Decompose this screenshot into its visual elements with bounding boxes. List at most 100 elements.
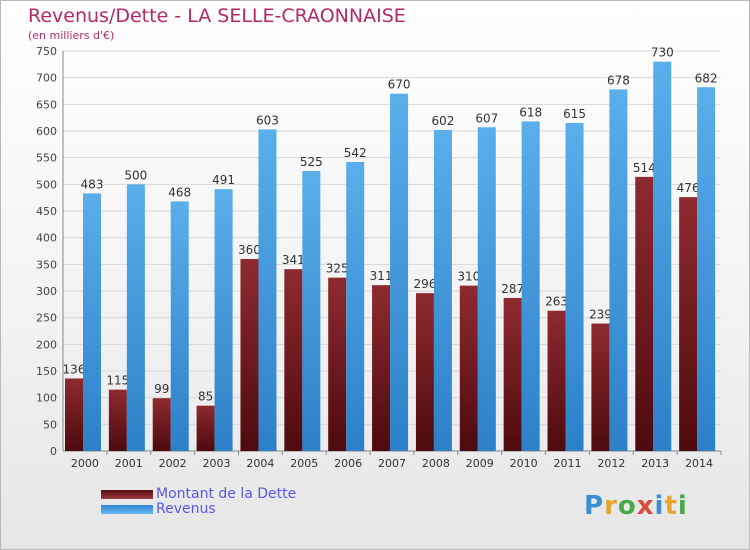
y-tick-label: 300 (36, 285, 57, 298)
data-label-revenus: 483 (81, 177, 104, 191)
bar-dette (152, 398, 171, 451)
data-label-revenus: 730 (651, 46, 674, 60)
data-label-revenus: 618 (519, 105, 542, 119)
data-label-dette: 325 (326, 262, 349, 276)
x-tick-label: 2012 (597, 457, 625, 470)
data-label-revenus: 468 (168, 185, 191, 199)
bar-dette (284, 269, 303, 451)
y-tick-label: 350 (36, 258, 57, 271)
data-label-dette: 360 (238, 243, 261, 257)
bar-dette (415, 293, 434, 451)
data-label-dette: 476 (677, 181, 700, 195)
bar-revenus (258, 129, 277, 451)
bar-dette (372, 285, 391, 451)
x-tick-label: 2014 (685, 457, 713, 470)
data-label-revenus: 500 (124, 168, 147, 182)
data-label-dette: 287 (501, 282, 524, 296)
y-tick-label: 750 (36, 45, 57, 58)
logo-letter: i (654, 491, 665, 521)
data-label-revenus: 615 (563, 107, 586, 121)
proxiti-logo: Proxiti (584, 491, 688, 521)
data-label-dette: 263 (545, 295, 568, 309)
bar-revenus (697, 87, 716, 452)
bar-dette (328, 277, 347, 451)
x-tick-label: 2007 (378, 457, 406, 470)
data-label-dette: 99 (154, 382, 169, 396)
x-tick-label: 2008 (422, 457, 450, 470)
bar-revenus (609, 89, 628, 452)
logo-letter: o (617, 491, 637, 521)
y-tick-label: 250 (36, 312, 57, 325)
logo-letter: t (664, 491, 678, 521)
bar-dette (547, 310, 566, 451)
data-label-dette: 239 (589, 308, 612, 322)
y-tick-label: 400 (36, 232, 57, 245)
data-label-revenus: 491 (212, 173, 235, 187)
data-label-revenus: 603 (256, 113, 279, 127)
bar-revenus (653, 61, 672, 452)
bar-dette (459, 285, 478, 451)
y-tick-label: 100 (36, 392, 57, 405)
data-label-revenus: 602 (431, 114, 454, 128)
data-label-dette: 136 (63, 362, 86, 376)
data-label-dette: 310 (457, 270, 480, 284)
bar-revenus (565, 123, 584, 451)
y-tick-label: 600 (36, 125, 57, 138)
data-label-dette: 115 (106, 374, 129, 388)
bar-revenus (433, 129, 452, 451)
legend-swatch-dette (101, 490, 153, 499)
y-tick-label: 450 (36, 205, 57, 218)
x-tick-label: 2005 (290, 457, 318, 470)
legend-label-dette: Montant de la Dette (156, 486, 297, 502)
data-label-dette: 311 (370, 269, 393, 283)
data-label-revenus: 678 (607, 73, 630, 87)
y-tick-label: 50 (43, 418, 57, 431)
x-tick-label: 2001 (115, 457, 143, 470)
chart-subtitle: (en milliers d'€) (28, 29, 115, 42)
data-label-revenus: 670 (388, 78, 411, 92)
x-tick-label: 2010 (510, 457, 538, 470)
x-tick-label: 2004 (246, 457, 274, 470)
x-tick-label: 2009 (466, 457, 494, 470)
logo-letter: i (677, 491, 688, 521)
y-tick-label: 150 (36, 365, 57, 378)
bar-revenus (83, 193, 101, 451)
data-label-dette: 296 (413, 277, 436, 291)
x-tick-label: 2013 (641, 457, 669, 470)
data-label-revenus: 607 (475, 111, 498, 125)
data-label-dette: 514 (633, 161, 656, 175)
bar-dette (679, 197, 698, 451)
y-tick-label: 200 (36, 338, 57, 351)
logo-letter: r (604, 491, 618, 521)
x-tick-label: 2011 (553, 457, 581, 470)
data-label-revenus: 542 (344, 146, 367, 160)
legend-label-revenus: Revenus (156, 501, 216, 517)
bar-dette (635, 176, 654, 451)
y-tick-label: 550 (36, 152, 57, 165)
x-tick-label: 2006 (334, 457, 362, 470)
bar-dette (108, 389, 127, 451)
bar-dette (240, 259, 259, 451)
bar-revenus (126, 184, 145, 452)
x-tick-label: 2002 (159, 457, 187, 470)
bar-revenus (346, 161, 365, 451)
legend-swatch-revenus (101, 505, 153, 514)
y-tick-label: 650 (36, 98, 57, 111)
x-tick-label: 2000 (71, 457, 99, 470)
bar-revenus (170, 201, 189, 451)
y-tick-label: 500 (36, 178, 57, 191)
logo-letter: P (584, 491, 605, 521)
logo-letter: x (636, 491, 655, 521)
x-tick-label: 2003 (203, 457, 231, 470)
bar-revenus (521, 121, 540, 452)
bar-dette (65, 378, 83, 451)
data-label-dette: 341 (282, 253, 305, 267)
bar-dette (196, 405, 215, 451)
data-label-revenus: 682 (695, 71, 718, 85)
bar-revenus (390, 93, 409, 452)
bar-revenus (214, 189, 233, 451)
chart-title: Revenus/Dette - LA SELLE-CRAONNAISE (28, 5, 406, 27)
data-label-dette: 85 (198, 390, 213, 404)
bar-dette (591, 323, 610, 451)
